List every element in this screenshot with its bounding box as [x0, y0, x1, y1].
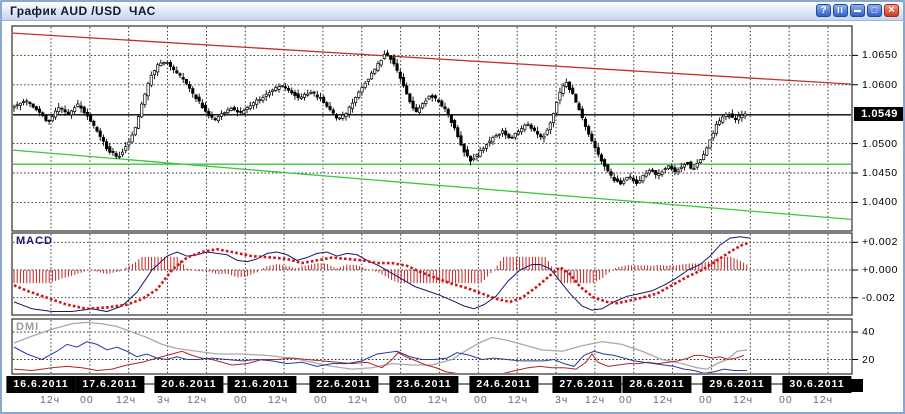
macd-signal-line: [13, 241, 751, 311]
price-axis-label: 1.0400: [862, 196, 898, 209]
candlestick-series: [13, 49, 747, 186]
time-label: 12ч: [508, 394, 529, 406]
time-label: 12ч: [428, 394, 449, 406]
time-label: 00: [699, 394, 713, 406]
date-label: 27.6.2011: [552, 376, 622, 393]
price-axis-label: 1.0650: [862, 49, 898, 62]
plus-di-line: [13, 341, 747, 373]
time-label: 00: [474, 394, 488, 406]
dmi-panel-plot[interactable]: [11, 318, 853, 375]
time-label: 12ч: [585, 394, 606, 406]
dmi-axis-label: 20: [862, 353, 875, 366]
titlebar[interactable]: График AUD /USD ЧАС ? II ▬ □ ×: [2, 2, 903, 21]
date-label: 20.6.2011: [154, 376, 224, 393]
time-label: 00: [779, 394, 793, 406]
time-label: 12ч: [733, 394, 754, 406]
time-label: 00: [80, 394, 94, 406]
vertical-gridlines: [50, 27, 829, 373]
macd-line: [13, 236, 751, 313]
maximize-button[interactable]: □: [867, 4, 882, 17]
date-label: 28.6.2011: [622, 376, 692, 393]
price-axis-label: 1.0600: [862, 78, 898, 91]
macd-axis-label: +0.002: [862, 236, 899, 249]
dmi-axis-label: 40: [862, 326, 875, 338]
macd-axis-label: -0.002: [862, 291, 896, 304]
help-button[interactable]: ?: [816, 4, 831, 17]
time-label: 00: [314, 394, 328, 406]
date-label: 30.6.2011: [782, 376, 852, 393]
time-label: 12ч: [348, 394, 369, 406]
axis-tick-marks: [852, 54, 858, 360]
price-axis-label: 1.0450: [862, 167, 898, 179]
time-label: 12ч: [813, 394, 834, 406]
date-label: 17.6.2011: [75, 376, 145, 393]
time-label: 12ч: [40, 394, 61, 406]
date-label: 16.6.2011: [6, 376, 76, 393]
time-label: 12ч: [187, 394, 208, 406]
macd-panel-label: MACD: [16, 235, 53, 247]
date-label: 22.6.2011: [309, 376, 379, 393]
minus-di-line: [13, 350, 745, 373]
time-label: 12ч: [116, 394, 137, 406]
date-label: 29.6.2011: [702, 376, 772, 393]
date-label: 23.6.2011: [389, 376, 459, 393]
macd-panel-content: [13, 236, 751, 313]
window-title: График AUD /USD ЧАС: [10, 4, 156, 18]
window-controls: ? II ▬ □ ×: [816, 4, 899, 17]
pause-button[interactable]: II: [833, 4, 848, 17]
adx-line: [13, 321, 748, 370]
time-label: 3ч: [555, 394, 569, 406]
dmi-panel-label: DMI: [16, 321, 40, 333]
date-label: 24.6.2011: [469, 376, 539, 393]
time-label: 00: [234, 394, 248, 406]
time-label: 3ч: [157, 394, 171, 406]
price-panel-plot[interactable]: [11, 25, 853, 232]
macd-panel-plot[interactable]: [11, 232, 853, 316]
price-panel-content: [13, 32, 851, 221]
panel-toggle-button[interactable]: ▬: [850, 4, 865, 17]
dmi-axis-marker: [848, 379, 863, 392]
time-label: 00: [394, 394, 408, 406]
time-label: 00: [619, 394, 633, 406]
time-label: 12ч: [268, 394, 289, 406]
close-button[interactable]: ×: [884, 4, 899, 17]
current-price-tag: 1.0549: [854, 107, 903, 121]
date-label: 21.6.2011: [227, 376, 297, 393]
price-axis-label: 1.0500: [862, 137, 898, 150]
dmi-panel-content: [13, 321, 748, 373]
time-label: 12ч: [653, 394, 674, 406]
macd-axis-label: +0.000: [862, 264, 899, 276]
